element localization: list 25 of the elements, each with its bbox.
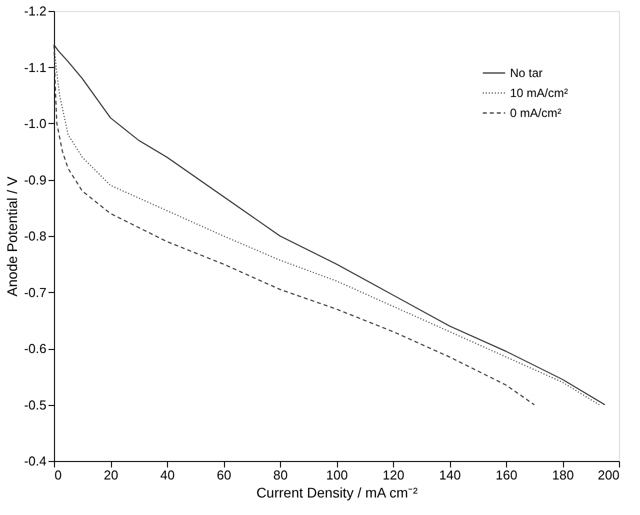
legend-label: No tar <box>510 66 543 80</box>
y-axis-title: Anode Potential / V <box>4 176 20 296</box>
y-tick-label: -0.8 <box>24 228 46 244</box>
y-tick-label: -1.0 <box>24 116 46 131</box>
x-tick-label: 20 <box>104 468 118 482</box>
x-tick-label: 100 <box>326 468 348 482</box>
x-axis-title: Current Density / mA cm⁻² <box>256 484 418 500</box>
y-tick-label: -0.7 <box>24 284 46 300</box>
x-tick-label: 80 <box>273 468 288 482</box>
x-tick-label: 120 <box>382 468 404 482</box>
x-tick-label: 40 <box>160 468 175 482</box>
y-tick-label: -0.4 <box>24 454 46 468</box>
legend-label: 10 mA/cm² <box>510 86 568 100</box>
legend-label: 0 mA/cm² <box>510 106 562 120</box>
y-tick-label: -1.2 <box>24 4 46 18</box>
x-tick-label: 200 <box>598 468 620 482</box>
y-tick-label: -1.1 <box>24 60 46 75</box>
y-tick-label: -0.6 <box>24 341 46 356</box>
x-tick-label: 180 <box>552 468 574 482</box>
x-tick-label: 0 <box>54 468 62 482</box>
x-tick-label: 160 <box>496 468 518 482</box>
y-tick-label: -0.9 <box>24 172 46 188</box>
x-tick-label: 60 <box>216 468 232 482</box>
y-tick-label: -0.5 <box>24 397 46 412</box>
x-tick-label: 140 <box>439 468 461 482</box>
